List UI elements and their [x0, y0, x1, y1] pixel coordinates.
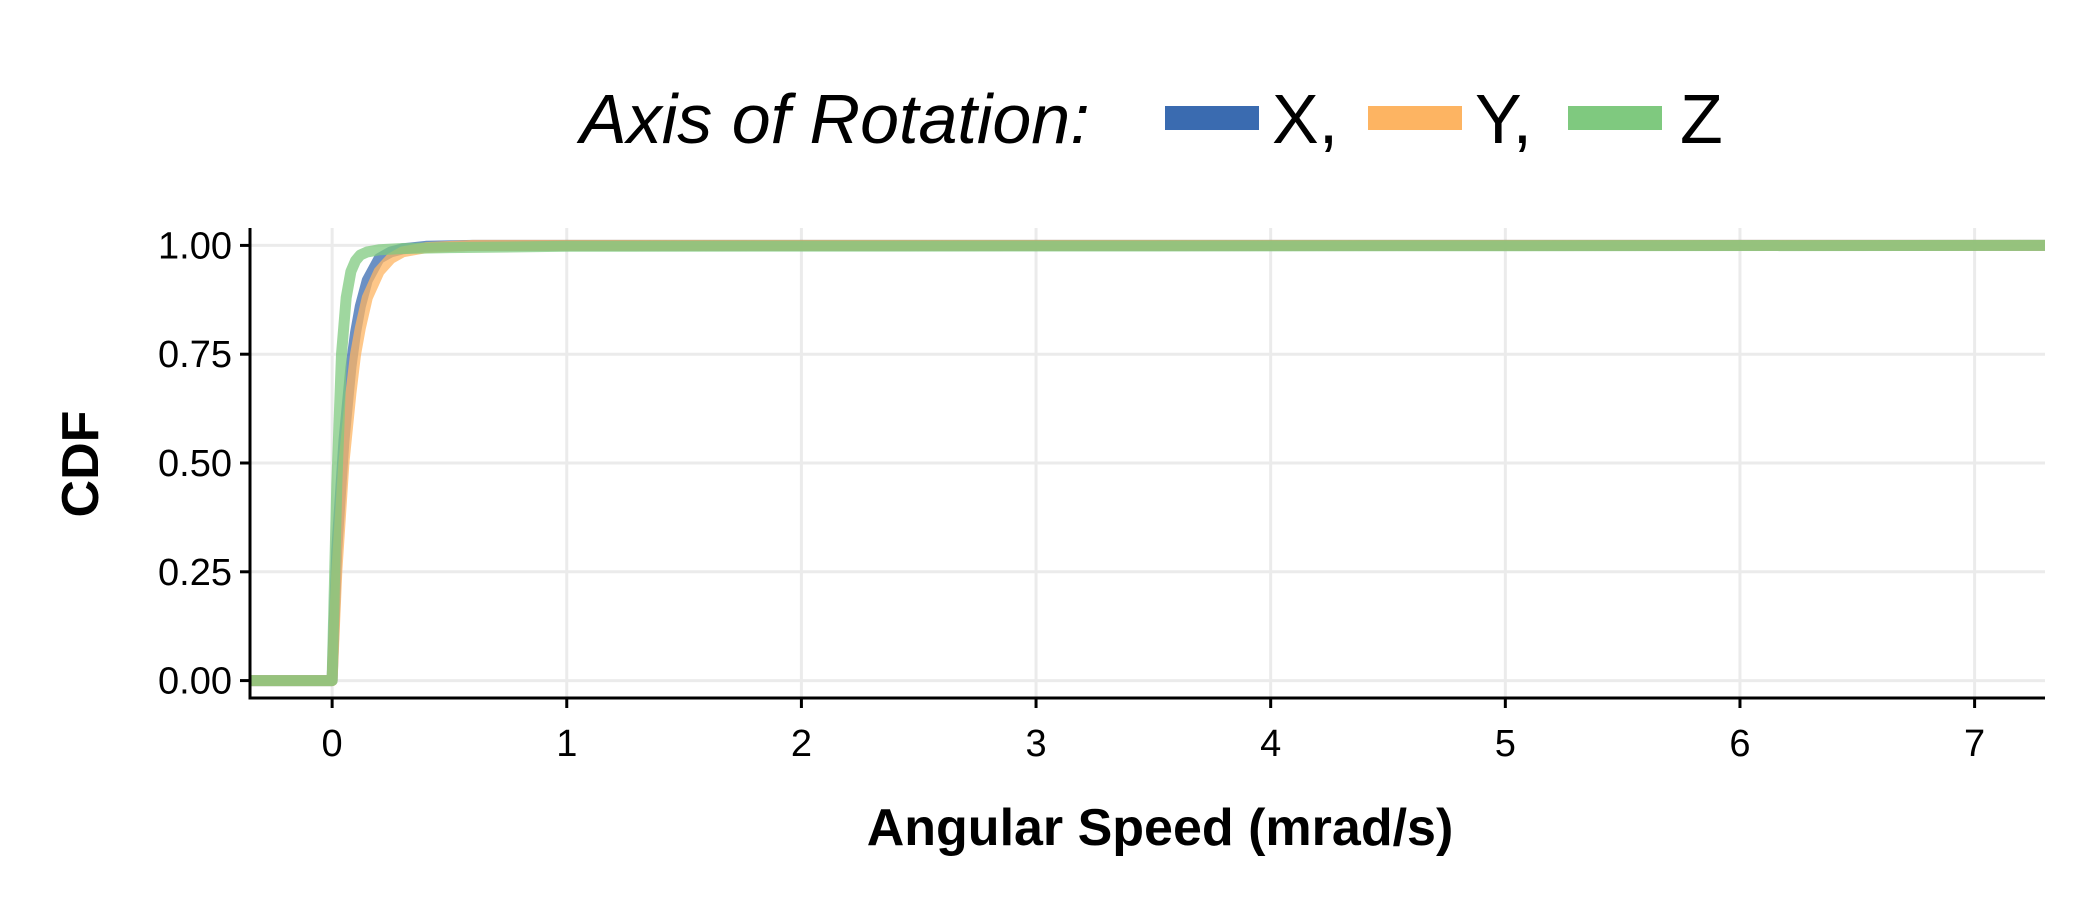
- x-tick-label: 4: [1260, 723, 1281, 765]
- legend-swatch-z: [1568, 106, 1662, 130]
- x-tick-label: 5: [1495, 723, 1516, 765]
- y-tick-label: 0.75: [158, 334, 232, 376]
- legend-swatch-y: [1368, 106, 1462, 130]
- y-tick-label: 0.00: [158, 661, 232, 703]
- series-layer: [250, 239, 2046, 687]
- y-tick-label: 0.50: [158, 443, 232, 485]
- x-tick-label: 2: [791, 723, 812, 765]
- y-tick-label: 1.00: [158, 225, 232, 267]
- y-axis-title: CDF: [52, 411, 110, 518]
- legend-label-z: Z: [1680, 80, 1723, 158]
- x-tick-label: 3: [1025, 723, 1046, 765]
- x-tick-label: 6: [1729, 723, 1750, 765]
- x-tick-label: 0: [322, 723, 343, 765]
- legend: Axis of Rotation: X, Y, Z: [576, 80, 1723, 158]
- gridlines: [250, 228, 2045, 698]
- y-tick-label: 0.25: [158, 552, 232, 594]
- x-axis-title: Angular Speed (mrad/s): [867, 799, 1454, 857]
- legend-label-x: X,: [1272, 80, 1338, 158]
- x-tick-label: 7: [1964, 723, 1985, 765]
- x-tick-label: 1: [556, 723, 577, 765]
- series-line-z: [250, 239, 2046, 687]
- legend-title: Axis of Rotation:: [576, 80, 1090, 158]
- legend-swatch-x: [1165, 106, 1259, 130]
- legend-label-y: Y,: [1475, 80, 1532, 158]
- ticks: 0 1 2 3 4 5 6 7 0.00 0.25 0.50 0.75 1.00: [158, 225, 1985, 765]
